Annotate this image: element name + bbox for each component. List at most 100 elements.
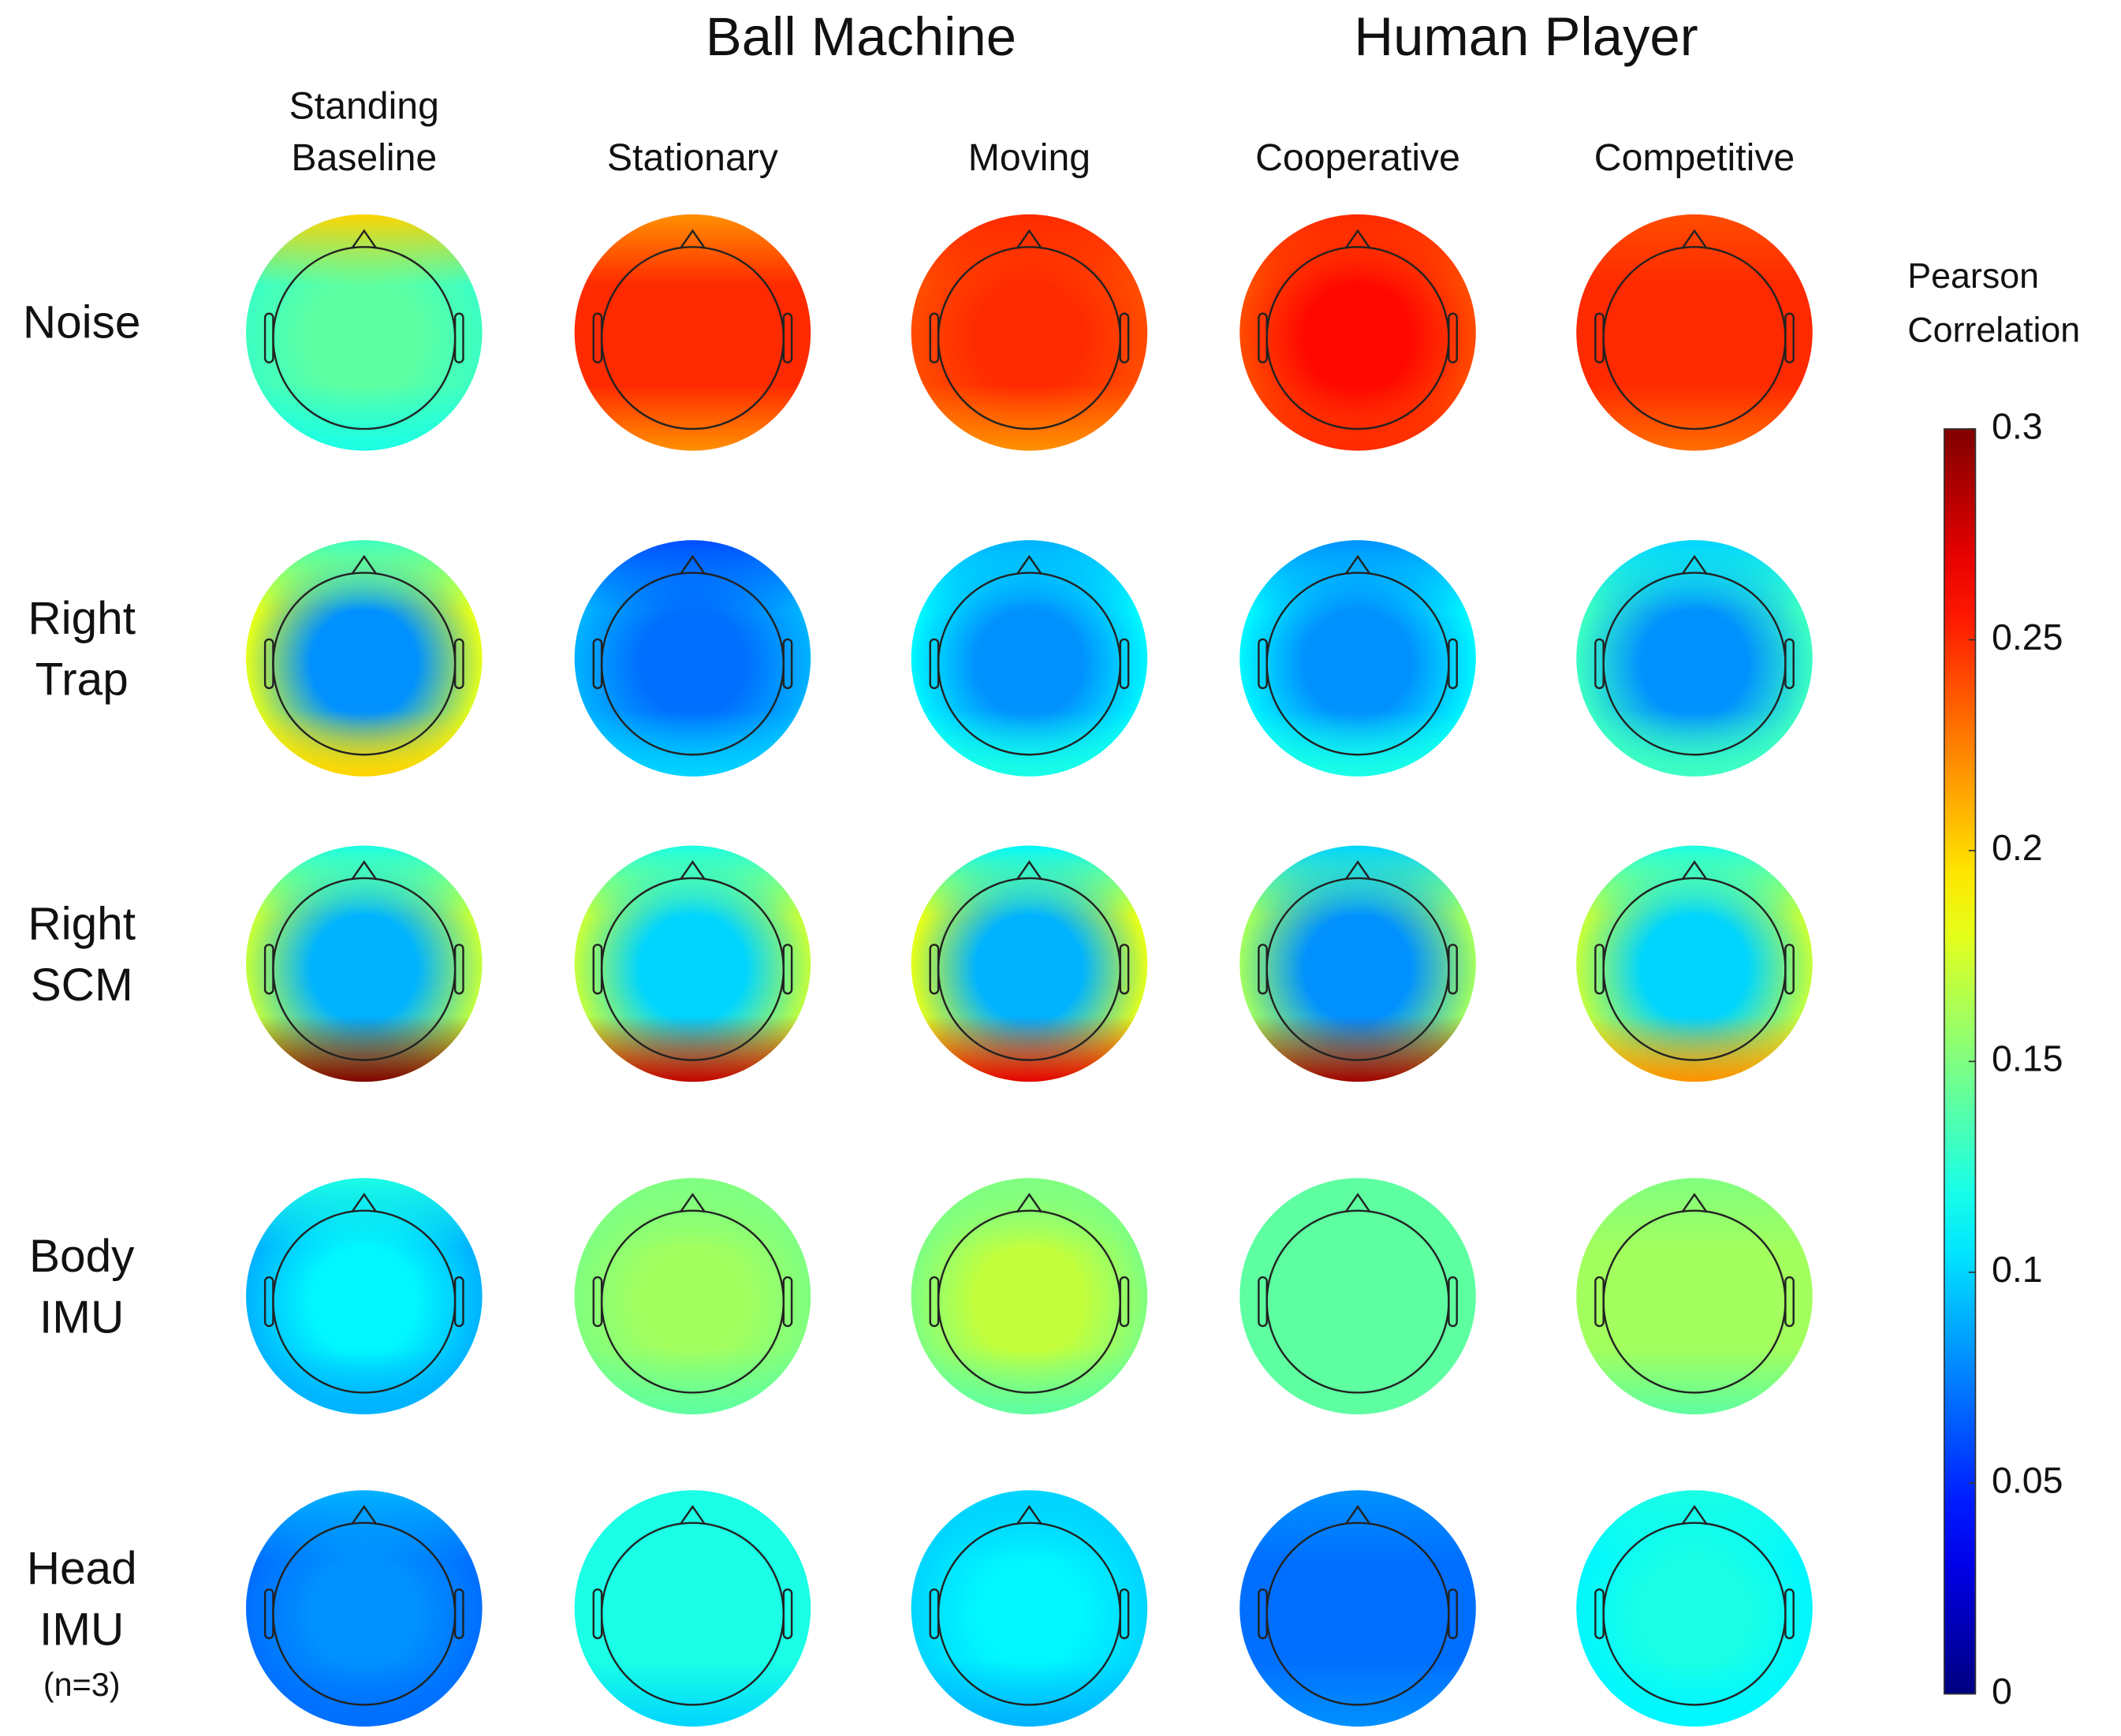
topo-front-back <box>574 1178 811 1414</box>
ear <box>1784 1276 1795 1328</box>
ear <box>592 1588 603 1640</box>
ear <box>453 1588 464 1640</box>
row-label: (n=3) <box>43 1667 121 1703</box>
topo-front-back <box>911 1178 1148 1414</box>
ear <box>782 312 793 363</box>
ear <box>782 638 793 690</box>
ear <box>1784 1588 1795 1640</box>
row-label: Body <box>29 1231 135 1282</box>
ear <box>1448 638 1458 690</box>
ear <box>453 312 464 363</box>
nose <box>1681 229 1708 249</box>
topo-front-back <box>574 1490 811 1727</box>
ear <box>782 1276 793 1328</box>
topo-front-back <box>911 1490 1148 1727</box>
nose <box>1016 860 1042 881</box>
column-label: Moving <box>968 136 1090 179</box>
nose <box>679 554 706 575</box>
nose <box>679 229 706 249</box>
ear <box>1258 1588 1268 1640</box>
topo-front-back <box>1239 845 1476 1082</box>
ear <box>1119 1588 1130 1640</box>
topo-front-back <box>574 214 811 451</box>
nose <box>1344 554 1371 575</box>
nose <box>351 1504 378 1526</box>
nose <box>351 554 378 575</box>
topo-front-back <box>1239 1490 1476 1727</box>
group-title: Ball Machine <box>706 6 1016 67</box>
colorbar-tick-label: 0.1 <box>1992 1249 2043 1290</box>
nose <box>1344 1192 1371 1213</box>
ear <box>1258 944 1268 995</box>
ear <box>1784 944 1795 995</box>
topo-front-back <box>574 845 811 1082</box>
topo-front-back <box>911 214 1148 451</box>
row-label: Right <box>28 593 136 644</box>
topo-front-back <box>1576 214 1813 451</box>
topo-front-back <box>246 1178 483 1414</box>
ear <box>1119 312 1130 363</box>
ear <box>1594 1588 1605 1640</box>
nose <box>351 1192 378 1213</box>
nose <box>1016 1504 1042 1526</box>
topo-front-back <box>246 214 483 451</box>
column-label: Standing <box>289 84 439 127</box>
topo-front-back <box>574 540 811 777</box>
nose <box>679 1504 706 1526</box>
ear <box>1258 638 1268 690</box>
ear <box>263 638 274 690</box>
nose <box>1016 229 1042 249</box>
ear <box>1594 1276 1605 1328</box>
topo-front-back <box>1576 1490 1813 1727</box>
nose <box>1016 1192 1042 1213</box>
ear <box>1448 944 1458 995</box>
topo-front-back <box>246 1490 483 1727</box>
ear <box>1594 312 1605 363</box>
nose <box>1344 229 1371 249</box>
row-label: Head <box>27 1543 137 1594</box>
row-label: IMU <box>39 1604 124 1656</box>
ear <box>1784 638 1795 690</box>
ear <box>782 944 793 995</box>
ear <box>929 312 940 363</box>
row-label: IMU <box>39 1292 124 1343</box>
group-title: Human Player <box>1354 6 1698 67</box>
colorbar-tick-label: 0.3 <box>1992 405 2043 446</box>
topo-front-back <box>1239 1178 1476 1414</box>
nose <box>1681 1192 1708 1213</box>
ear <box>263 312 274 363</box>
column-label: Competitive <box>1594 136 1795 179</box>
nose <box>1681 860 1708 881</box>
ear <box>263 944 274 995</box>
ear <box>782 1588 793 1640</box>
ear <box>1119 1276 1130 1328</box>
nose <box>1344 860 1371 881</box>
colorbar-label: Correlation <box>1907 311 2080 350</box>
nose <box>1681 1504 1708 1526</box>
ear <box>453 944 464 995</box>
topo-front-back <box>246 540 483 777</box>
ear <box>453 1276 464 1328</box>
ear <box>1448 312 1458 363</box>
ear <box>1784 312 1795 363</box>
ear <box>1594 944 1605 995</box>
topo-front-back <box>1576 1178 1813 1414</box>
topo-front-back <box>246 845 483 1082</box>
ear <box>1448 1588 1458 1640</box>
nose <box>679 1192 706 1213</box>
nose <box>679 860 706 881</box>
nose <box>351 229 378 249</box>
column-label: Cooperative <box>1255 136 1460 179</box>
row-label: Trap <box>35 654 129 705</box>
ear <box>929 1588 940 1640</box>
colorbar-tick-label: 0.15 <box>1992 1038 2063 1079</box>
nose <box>1681 554 1708 575</box>
topo-front-back <box>1576 845 1813 1082</box>
colorbar-tick-label: 0.2 <box>1992 827 2043 868</box>
ear <box>1258 1276 1268 1328</box>
ear <box>929 1276 940 1328</box>
colorbar-tick-label: 0.25 <box>1992 617 2063 658</box>
ear <box>263 1588 274 1640</box>
ear <box>453 638 464 690</box>
